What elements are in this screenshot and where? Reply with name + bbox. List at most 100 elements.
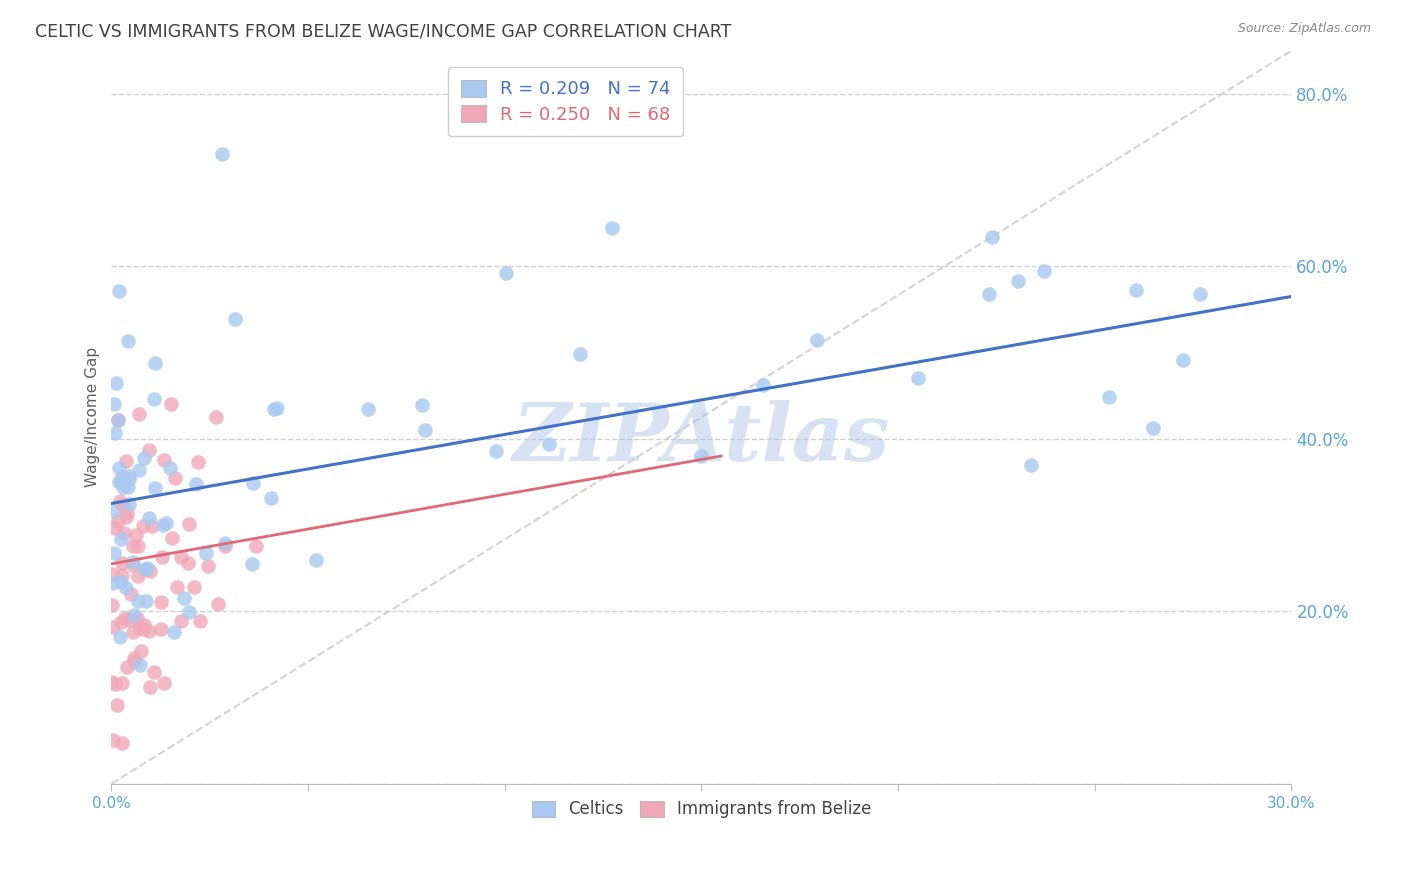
- Point: [103, 426, 125, 441]
- Point: [357, 401, 380, 416]
- Text: Source: ZipAtlas.com: Source: ZipAtlas.com: [1237, 22, 1371, 36]
- Point: [101, 567, 124, 582]
- Point: [187, 455, 209, 469]
- Point: [138, 511, 160, 525]
- Point: [134, 617, 156, 632]
- Point: [170, 614, 193, 628]
- Point: [141, 519, 163, 533]
- Point: [108, 494, 131, 508]
- Point: [170, 550, 193, 565]
- Point: [110, 615, 132, 630]
- Point: [117, 334, 139, 348]
- Point: [125, 611, 148, 625]
- Point: [128, 621, 150, 635]
- Point: [107, 514, 129, 528]
- Point: [122, 555, 145, 569]
- Point: [117, 480, 139, 494]
- Point: [110, 630, 132, 644]
- Point: [142, 392, 165, 406]
- Point: [143, 356, 166, 370]
- Point: [305, 553, 328, 567]
- Point: [1142, 421, 1164, 435]
- Point: [150, 549, 173, 564]
- Point: [204, 410, 226, 425]
- Point: [103, 677, 125, 691]
- Point: [752, 378, 775, 392]
- Point: [152, 518, 174, 533]
- Point: [122, 558, 145, 572]
- Point: [111, 470, 134, 484]
- Point: [111, 568, 134, 582]
- Point: [245, 539, 267, 553]
- Point: [907, 371, 929, 385]
- Point: [124, 654, 146, 668]
- Point: [122, 650, 145, 665]
- Point: [1007, 274, 1029, 288]
- Legend: Celtics, Immigrants from Belize: Celtics, Immigrants from Belize: [523, 792, 880, 827]
- Point: [152, 676, 174, 690]
- Point: [108, 284, 131, 298]
- Point: [152, 452, 174, 467]
- Point: [135, 594, 157, 608]
- Point: [195, 546, 218, 560]
- Point: [197, 558, 219, 573]
- Point: [160, 397, 183, 411]
- Point: [143, 482, 166, 496]
- Point: [122, 539, 145, 553]
- Point: [114, 581, 136, 595]
- Point: [122, 607, 145, 622]
- Point: [240, 557, 263, 571]
- Point: [150, 595, 173, 609]
- Point: [125, 528, 148, 542]
- Point: [179, 605, 201, 619]
- Point: [538, 437, 561, 451]
- Point: [134, 562, 156, 576]
- Point: [114, 611, 136, 625]
- Point: [177, 517, 200, 532]
- Point: [1098, 390, 1121, 404]
- Point: [211, 147, 233, 161]
- Point: [128, 407, 150, 421]
- Point: [107, 413, 129, 427]
- Point: [224, 312, 246, 326]
- Text: ZIPAtlas: ZIPAtlas: [513, 401, 890, 478]
- Point: [127, 593, 149, 607]
- Point: [155, 516, 177, 530]
- Point: [184, 476, 207, 491]
- Point: [1125, 283, 1147, 297]
- Point: [214, 540, 236, 554]
- Point: [600, 221, 623, 235]
- Point: [138, 624, 160, 639]
- Point: [266, 401, 288, 415]
- Point: [207, 597, 229, 611]
- Point: [110, 474, 132, 488]
- Point: [1171, 353, 1194, 368]
- Point: [115, 506, 138, 520]
- Point: [104, 520, 127, 534]
- Point: [150, 622, 173, 636]
- Point: [159, 461, 181, 475]
- Point: [103, 397, 125, 411]
- Point: [188, 614, 211, 628]
- Point: [138, 680, 160, 694]
- Point: [183, 581, 205, 595]
- Point: [259, 491, 281, 505]
- Point: [110, 575, 132, 590]
- Point: [111, 480, 134, 494]
- Point: [128, 463, 150, 477]
- Point: [162, 625, 184, 640]
- Point: [413, 423, 436, 437]
- Point: [977, 287, 1000, 301]
- Point: [127, 539, 149, 553]
- Point: [120, 587, 142, 601]
- Point: [111, 676, 134, 690]
- Point: [115, 454, 138, 468]
- Point: [166, 580, 188, 594]
- Point: [138, 564, 160, 578]
- Point: [173, 591, 195, 605]
- Point: [569, 347, 592, 361]
- Point: [263, 401, 285, 416]
- Point: [132, 623, 155, 637]
- Point: [1033, 264, 1056, 278]
- Y-axis label: Wage/Income Gap: Wage/Income Gap: [86, 347, 100, 487]
